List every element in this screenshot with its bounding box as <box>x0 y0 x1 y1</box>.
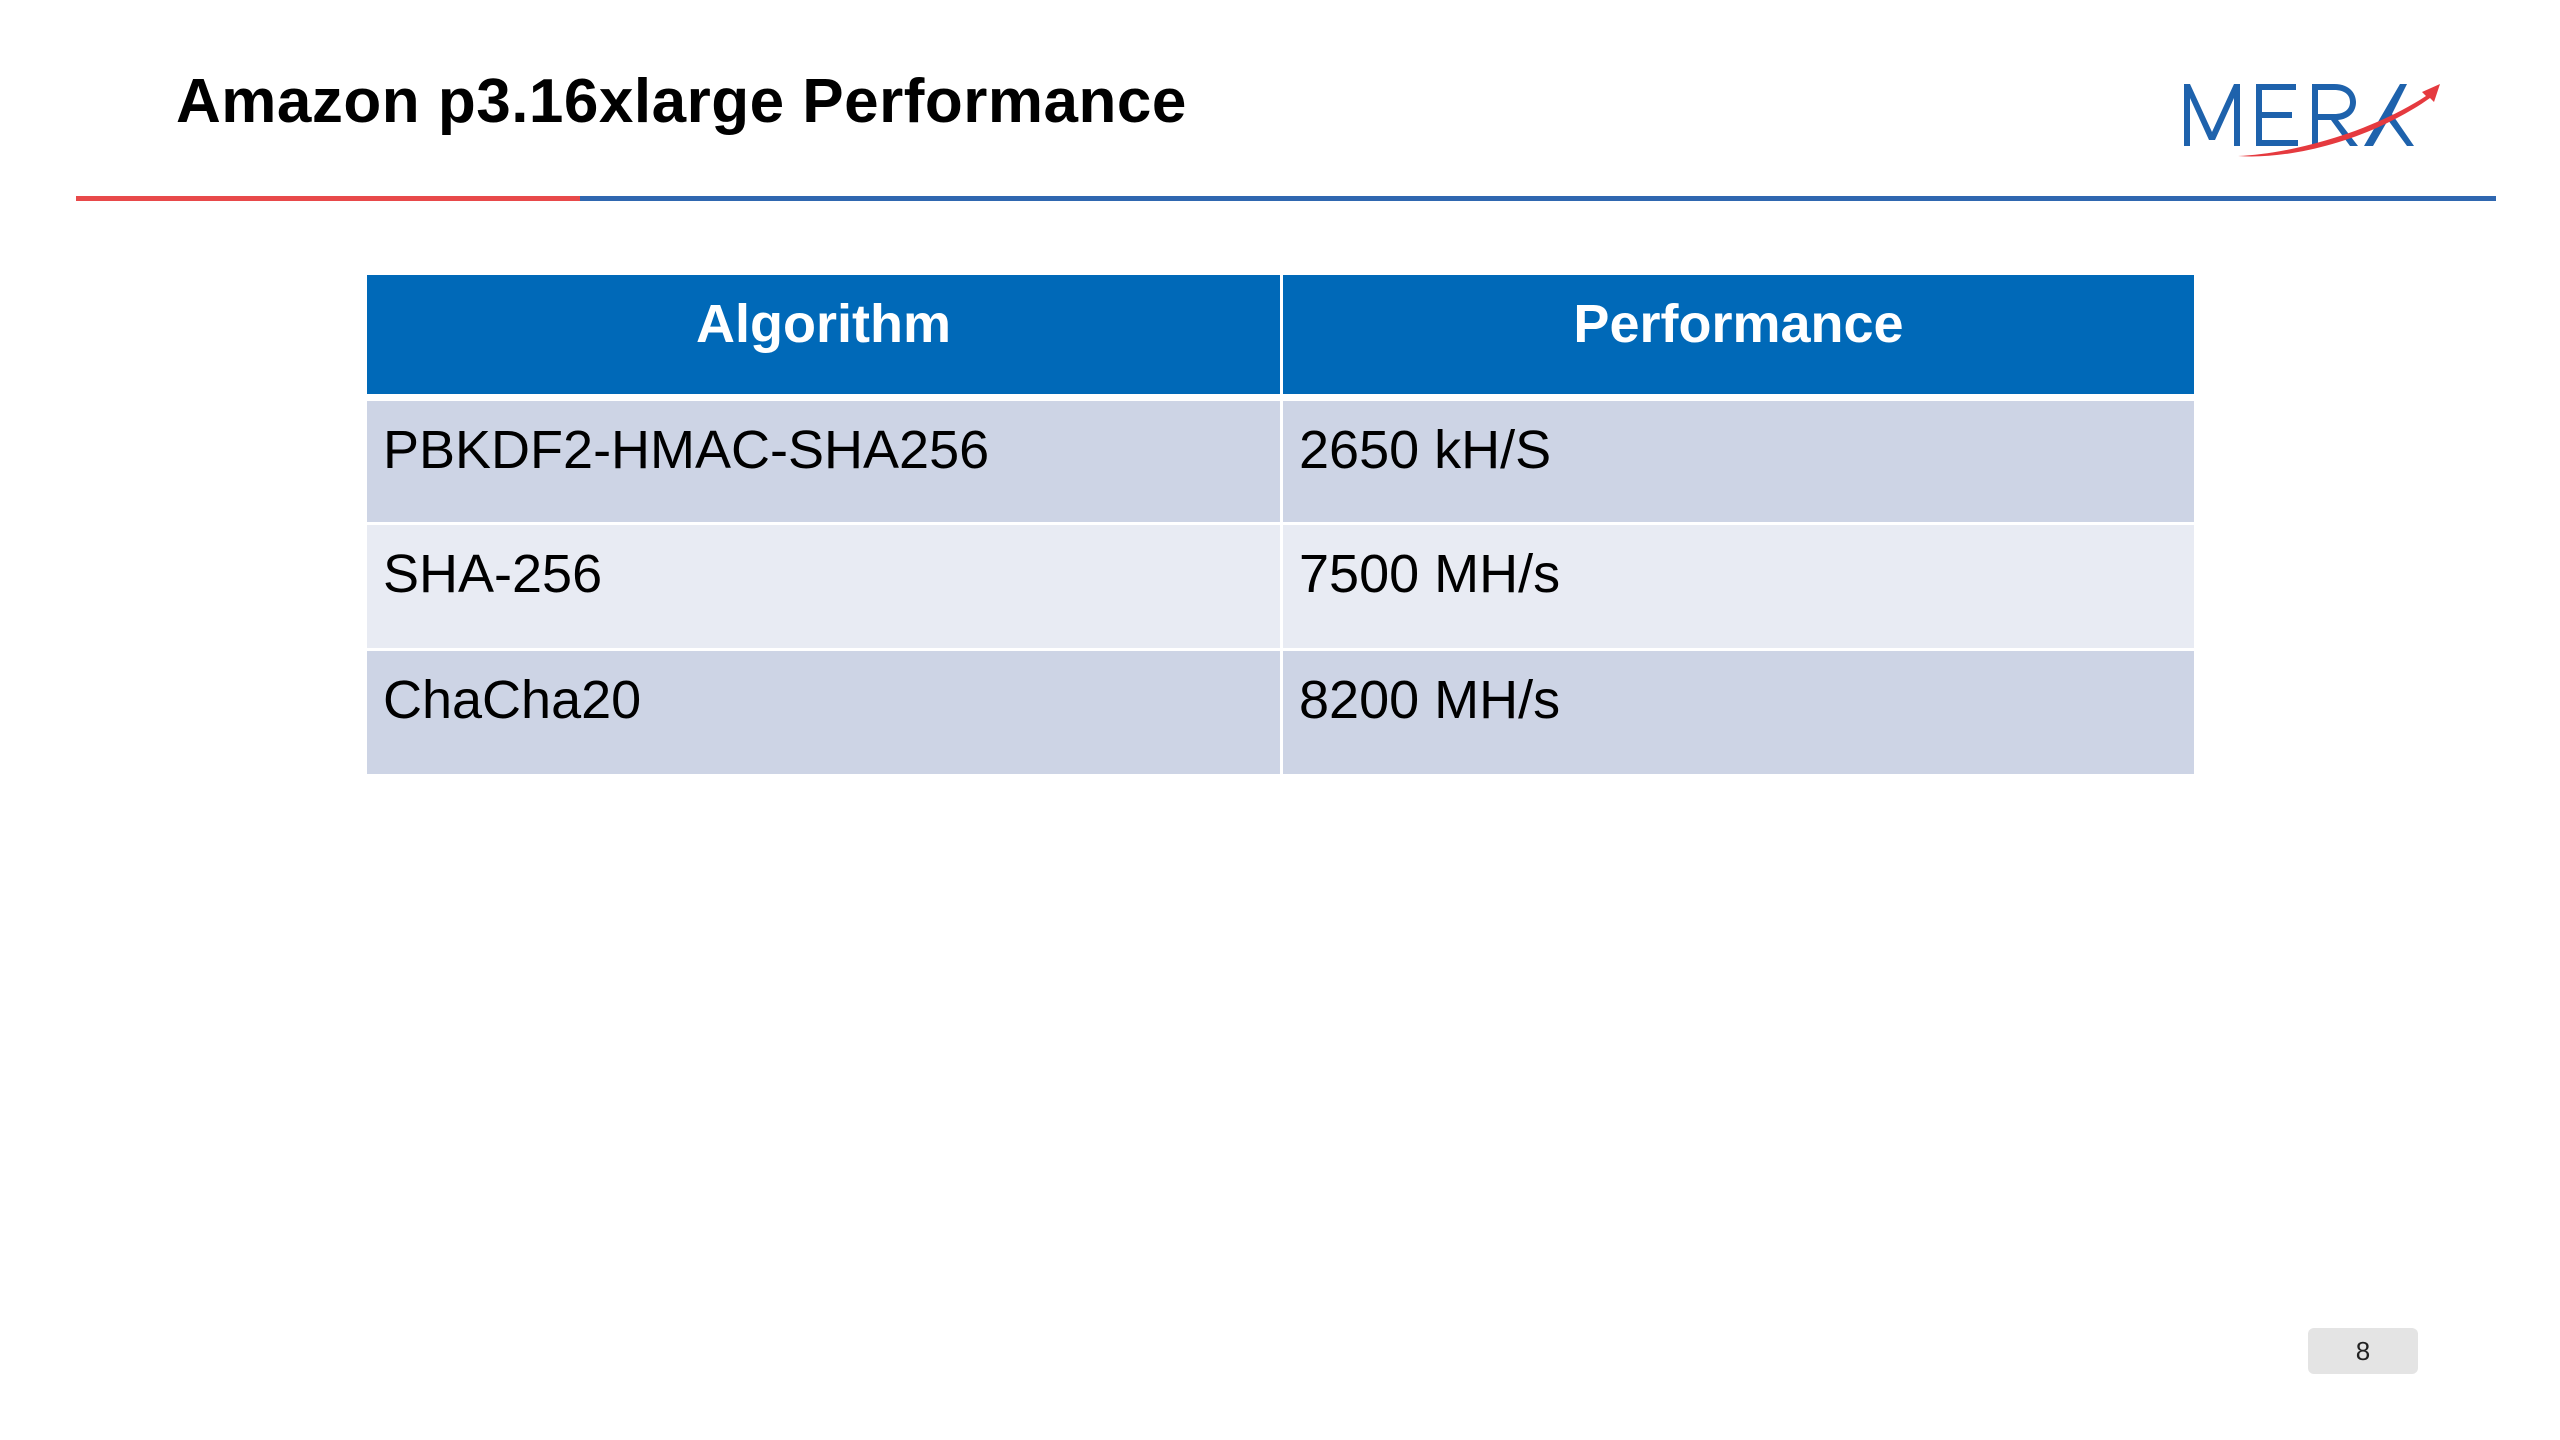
header-algorithm: Algorithm <box>364 272 1283 401</box>
page-number: 8 <box>2308 1328 2418 1374</box>
cell-algorithm: SHA-256 <box>364 522 1283 651</box>
table-row: SHA-256 7500 MH/s <box>364 522 2197 651</box>
cell-performance: 8200 MH/s <box>1280 648 2197 777</box>
title-underline-red <box>76 196 580 201</box>
table-row: PBKDF2-HMAC-SHA256 2650 kH/S <box>364 396 2197 525</box>
title-underline-blue <box>580 196 2496 201</box>
header-performance: Performance <box>1280 272 2197 401</box>
cell-performance: 7500 MH/s <box>1280 522 2197 651</box>
table-row: ChaCha20 8200 MH/s <box>364 648 2197 777</box>
mera-logo <box>2184 84 2440 157</box>
table-header-row: Algorithm Performance <box>364 272 2197 401</box>
cell-algorithm: PBKDF2-HMAC-SHA256 <box>364 396 1283 525</box>
slide-title: Amazon p3.16xlarge Performance <box>176 67 1187 136</box>
cell-algorithm: ChaCha20 <box>364 648 1283 777</box>
cell-performance: 2650 kH/S <box>1280 396 2197 525</box>
performance-table: Algorithm Performance PBKDF2-HMAC-SHA256… <box>364 272 2197 777</box>
